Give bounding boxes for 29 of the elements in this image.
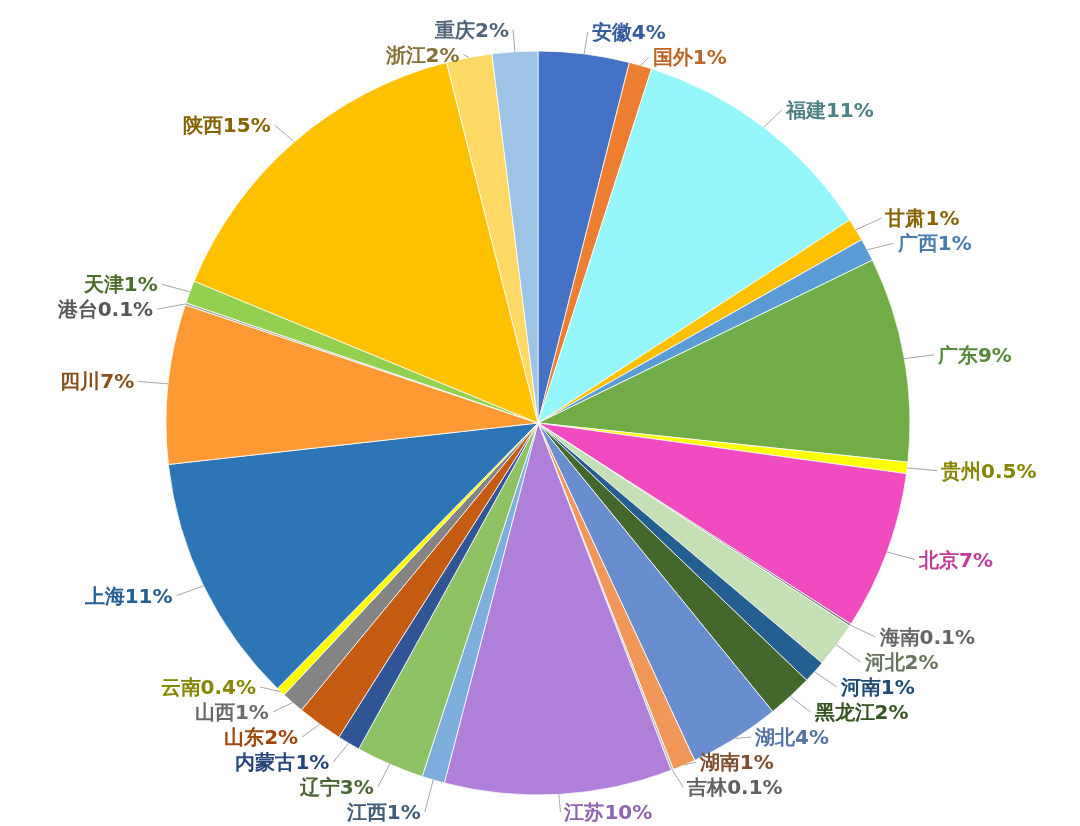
slice-label: 福建11% [784,97,874,122]
slice-label: 四川7% [60,369,135,394]
slice-label: 山东2% [224,725,299,749]
slice-label: 江西1% [345,800,421,824]
slice-label: 国外1% [652,45,727,70]
slice-label: 湖南1% [698,750,774,774]
slice-label: 安徽4% [591,20,666,45]
slice-label: 陕西15% [182,113,271,138]
slice-label: 云南0.4% [160,675,256,699]
slice-label: 天津1% [82,272,158,297]
slice-label: 吉林0.1% [686,775,783,799]
slice-label: 北京7% [918,547,994,572]
slice-label: 广东9% [936,342,1012,367]
slice-label: 重庆2% [434,17,510,42]
slice-label: 海南0.1% [878,625,975,649]
slice-label: 湖北4% [754,725,830,749]
slice-label: 辽宁3% [298,775,374,799]
slice-label: 黑龙江2% [813,700,909,724]
slice-label: 河南1% [839,675,915,699]
slice-label: 上海11% [83,583,173,608]
slice-label: 江苏10% [563,800,653,824]
slice-label: 广西1% [896,231,972,256]
slice-label: 河北2% [863,650,939,674]
slice-label: 贵州0.5% [940,458,1037,483]
slice-label: 内蒙古1% [235,750,330,774]
slice-label: 山西1% [194,700,269,724]
slice-label: 甘肃1% [884,206,960,231]
slice-label: 港台0.1% [56,297,154,322]
slice-label: 浙江2% [384,42,460,67]
